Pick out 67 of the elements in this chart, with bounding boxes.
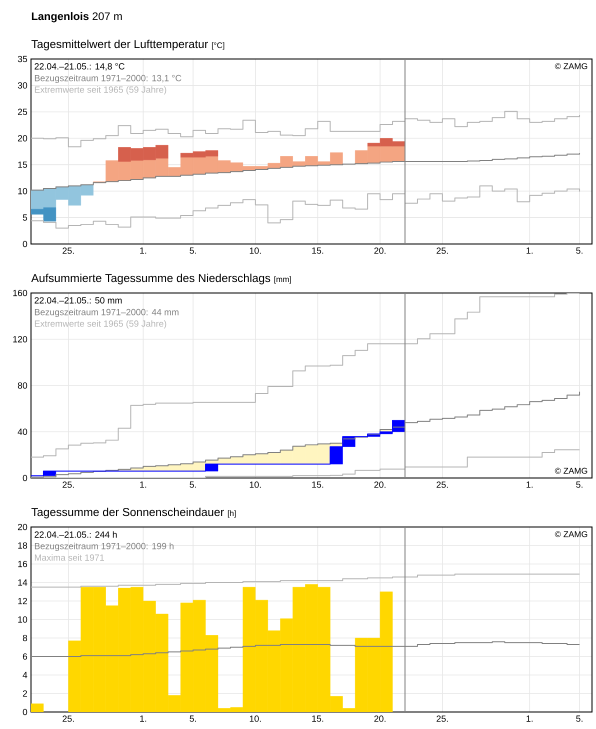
annotation: 22.04.–21.05.: 244 h: [34, 531, 117, 538]
y-tick-label: 20: [18, 135, 28, 142]
annotation: © ZAMG: [554, 468, 588, 474]
x-tick-label: 25.: [436, 716, 448, 722]
x-tick-label: 5.: [190, 716, 196, 722]
annotation: 22.04.–21.05.: 14,8 °C: [34, 63, 125, 71]
y-tick-label: 4: [22, 672, 28, 678]
y-tick-label: 20: [18, 524, 28, 530]
y-tick-label: 16: [18, 560, 28, 568]
annotation: Bezugszeitraum 1971–2000: 13,1 °C: [34, 74, 182, 84]
y-tick-label: 10: [18, 188, 28, 194]
x-tick-label: 1.: [526, 716, 533, 722]
x-tick-label: 1.: [526, 248, 533, 254]
x-tick-label: 1.: [140, 482, 146, 488]
x-tick-label: 5.: [576, 248, 582, 254]
y-tick-label: 160: [13, 290, 28, 296]
y-tick-label: 0: [22, 240, 28, 248]
y-tick-label: 8: [22, 634, 28, 642]
y-tick-label: 15: [18, 162, 28, 168]
y-tick-label: 18: [18, 542, 28, 549]
y-tick-label: 80: [18, 382, 28, 389]
x-tick-label: 25.: [436, 248, 448, 254]
x-tick-label: 15.: [312, 248, 324, 254]
chart-title: Tagessumme der Sonnenscheindauer: [31, 508, 224, 518]
x-tick-label: 5.: [190, 482, 196, 488]
y-tick-label: 35: [18, 56, 28, 62]
annotation: Extremwerte seit 1965 (59 Jahre): [34, 320, 166, 329]
x-tick-label: 25.: [436, 482, 448, 488]
x-tick-label: 5.: [576, 482, 582, 488]
annotation: Bezugszeitraum 1971–2000: 44 mm: [34, 308, 178, 318]
y-tick-label: 12: [18, 598, 28, 604]
annotation: Maxima seit 1971: [34, 554, 104, 561]
y-tick-label: 10: [18, 616, 28, 623]
y-tick-label: 25: [18, 108, 28, 116]
y-tick-label: 40: [18, 428, 28, 435]
x-tick-label: 1.: [140, 716, 146, 722]
chart-subtitle: Tagesmittelwert der Lufttemperatur: [31, 40, 208, 50]
chart-title: Langenlois 207 m: [32, 12, 122, 22]
y-tick-label: 6: [22, 653, 28, 660]
annotation: © ZAMG: [554, 531, 588, 538]
annotation: 22.04.–21.05.: 50 mm: [34, 297, 122, 304]
y-tick-label: 5: [22, 214, 28, 221]
x-tick-label: 10.: [250, 248, 261, 254]
x-tick-label: 25.: [62, 716, 74, 722]
x-tick-label: 25.: [62, 482, 74, 488]
x-tick-label: 20.: [374, 482, 386, 488]
chart-title: Aufsummierte Tagessumme des Niederschlags: [31, 274, 270, 284]
x-tick-label: 20.: [374, 248, 386, 254]
y-tick-label: 14: [18, 579, 28, 586]
annotation: © ZAMG: [554, 63, 588, 70]
x-tick-label: 25.: [62, 248, 74, 254]
x-tick-label: 20.: [374, 716, 386, 722]
x-tick-label: 1.: [526, 482, 533, 488]
annotation: Bezugszeitraum 1971–2000: 199 h: [34, 542, 174, 552]
x-tick-label: 1.: [140, 248, 146, 254]
x-tick-label: 10.: [250, 716, 261, 722]
x-tick-label: 5.: [190, 248, 196, 254]
x-tick-label: 5.: [576, 716, 582, 722]
x-tick-label: 15.: [312, 482, 324, 488]
annotation: Extremwerte seit 1965 (59 Jahre): [34, 86, 166, 95]
y-tick-label: 0: [22, 708, 28, 716]
x-tick-label: 15.: [312, 716, 324, 722]
y-tick-label: 120: [13, 336, 28, 342]
y-tick-label: 30: [18, 82, 28, 89]
y-tick-label: 0: [22, 474, 28, 482]
x-tick-label: 10.: [250, 482, 261, 488]
y-tick-label: 2: [22, 690, 28, 697]
